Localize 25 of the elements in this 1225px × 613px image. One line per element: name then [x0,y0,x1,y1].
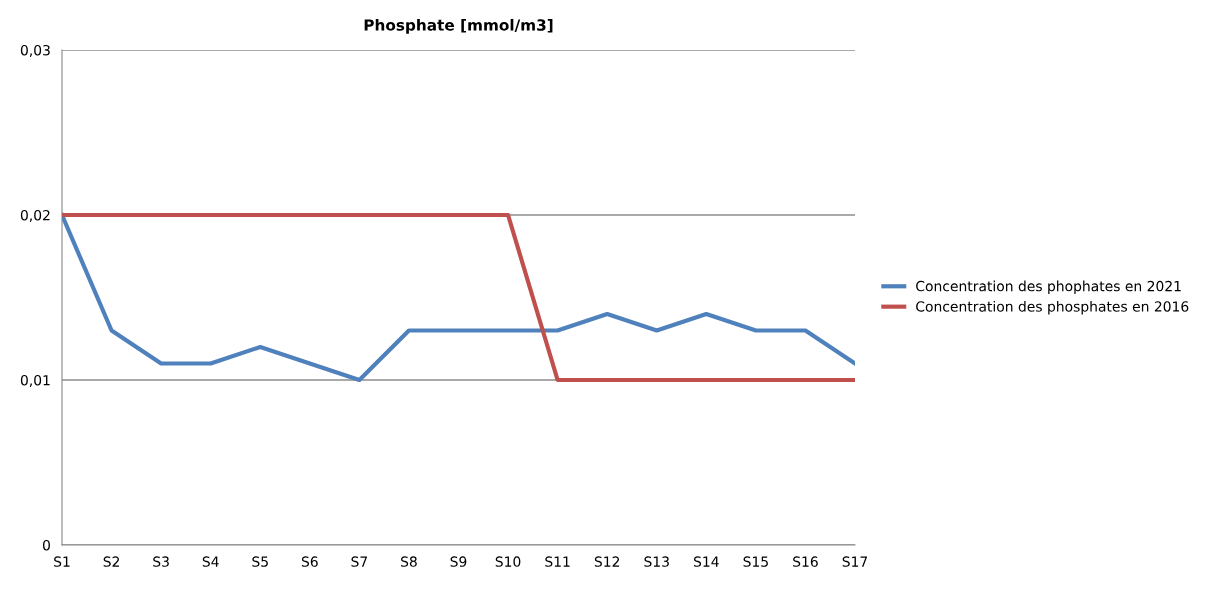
x-tick-label: S14 [693,556,719,567]
x-tick-label: S13 [644,556,669,567]
y-tick-label: 0 [42,539,50,551]
x-tick-label: S7 [351,556,368,567]
chart-title: Phosphate [mmol/m3] [364,18,553,34]
x-tick-label: S10 [495,556,521,567]
y-tick-label: 0,03 [20,44,50,57]
x-tick-label: S15 [743,556,768,567]
x-tick-label: S2 [103,556,119,567]
x-tick-label: S16 [793,556,818,567]
x-tick-label: S1 [54,556,70,567]
x-tick-label: S6 [301,556,318,567]
line-series [62,212,855,383]
legend-label: Concentration des phosphates en 2016 [916,300,1189,315]
y-tick-label: 0,01 [20,374,50,387]
x-tick-label: S17 [842,556,868,567]
y-tick-label: 0,02 [20,209,50,222]
x-tick-label: S4 [202,556,219,567]
legend-label: Concentration des phophates en 2021 [916,280,1181,295]
x-tick-label: S3 [153,556,169,567]
x-tick-label: S9 [450,556,467,567]
x-tick-label: S8 [401,556,417,567]
x-tick-label: S11 [545,556,570,567]
x-tick-label: S12 [594,556,620,567]
x-tick-label: S5 [252,556,268,567]
